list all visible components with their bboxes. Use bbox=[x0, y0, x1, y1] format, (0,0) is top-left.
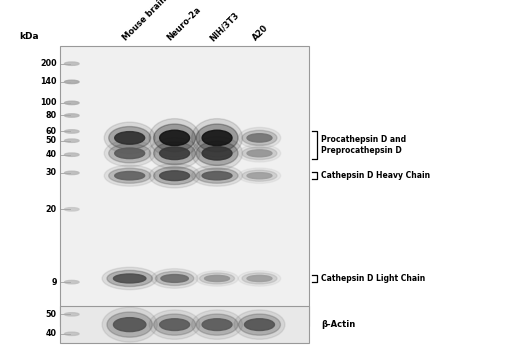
Text: 140: 140 bbox=[40, 77, 57, 86]
Ellipse shape bbox=[153, 314, 196, 335]
Ellipse shape bbox=[196, 271, 238, 286]
Ellipse shape bbox=[149, 163, 200, 188]
Ellipse shape bbox=[196, 168, 238, 183]
Ellipse shape bbox=[160, 319, 190, 330]
Text: 200: 200 bbox=[40, 59, 57, 68]
Ellipse shape bbox=[64, 139, 79, 142]
Ellipse shape bbox=[191, 310, 242, 340]
Ellipse shape bbox=[160, 130, 190, 146]
Ellipse shape bbox=[202, 147, 232, 160]
Ellipse shape bbox=[204, 275, 229, 281]
Text: Cathepsin D Heavy Chain: Cathepsin D Heavy Chain bbox=[321, 171, 430, 180]
Ellipse shape bbox=[64, 80, 79, 84]
Ellipse shape bbox=[151, 269, 198, 288]
Ellipse shape bbox=[196, 141, 238, 166]
Ellipse shape bbox=[102, 307, 157, 342]
Ellipse shape bbox=[247, 134, 272, 142]
Ellipse shape bbox=[64, 332, 79, 335]
Ellipse shape bbox=[104, 165, 155, 186]
Text: 9: 9 bbox=[51, 278, 57, 287]
Ellipse shape bbox=[155, 271, 194, 286]
Ellipse shape bbox=[149, 119, 200, 157]
Text: 50: 50 bbox=[46, 136, 57, 145]
Ellipse shape bbox=[242, 147, 277, 160]
Ellipse shape bbox=[64, 171, 79, 175]
Ellipse shape bbox=[247, 173, 272, 179]
Text: 40: 40 bbox=[46, 329, 57, 338]
Text: 40: 40 bbox=[46, 150, 57, 159]
Ellipse shape bbox=[64, 130, 79, 133]
Ellipse shape bbox=[64, 101, 79, 105]
Ellipse shape bbox=[115, 148, 145, 159]
Ellipse shape bbox=[109, 127, 151, 149]
Text: A20: A20 bbox=[251, 23, 270, 43]
Ellipse shape bbox=[64, 280, 79, 284]
Ellipse shape bbox=[247, 150, 272, 157]
Ellipse shape bbox=[160, 147, 190, 160]
Ellipse shape bbox=[104, 140, 155, 167]
Ellipse shape bbox=[238, 127, 281, 148]
Ellipse shape bbox=[64, 62, 79, 65]
Ellipse shape bbox=[109, 144, 151, 163]
Ellipse shape bbox=[202, 172, 232, 180]
Bar bbox=[60, 306, 309, 343]
Bar bbox=[60, 46, 309, 326]
Ellipse shape bbox=[239, 314, 280, 335]
Ellipse shape bbox=[149, 138, 200, 169]
Text: 20: 20 bbox=[46, 205, 57, 214]
Ellipse shape bbox=[64, 114, 79, 117]
Ellipse shape bbox=[234, 310, 285, 340]
Ellipse shape bbox=[196, 124, 238, 152]
Text: 60: 60 bbox=[46, 127, 57, 136]
Ellipse shape bbox=[109, 168, 151, 183]
Ellipse shape bbox=[191, 165, 242, 186]
Text: Procathepsin D and
Preprocathepsin D: Procathepsin D and Preprocathepsin D bbox=[321, 135, 406, 155]
Ellipse shape bbox=[191, 119, 242, 157]
Text: Neuro-2a: Neuro-2a bbox=[166, 5, 203, 43]
Text: NIH/3T3: NIH/3T3 bbox=[208, 10, 241, 43]
Text: 80: 80 bbox=[46, 111, 57, 120]
Ellipse shape bbox=[149, 310, 200, 340]
Ellipse shape bbox=[202, 130, 232, 146]
Ellipse shape bbox=[107, 271, 152, 287]
Ellipse shape bbox=[202, 319, 232, 330]
Ellipse shape bbox=[238, 168, 281, 183]
Text: β-Actin: β-Actin bbox=[321, 320, 355, 329]
Ellipse shape bbox=[242, 273, 277, 284]
Ellipse shape bbox=[242, 130, 277, 146]
Ellipse shape bbox=[104, 122, 155, 154]
Ellipse shape bbox=[196, 314, 238, 335]
Ellipse shape bbox=[107, 312, 152, 337]
Ellipse shape bbox=[64, 153, 79, 156]
Ellipse shape bbox=[113, 318, 146, 331]
Ellipse shape bbox=[247, 275, 272, 281]
Ellipse shape bbox=[113, 274, 146, 283]
Ellipse shape bbox=[242, 170, 277, 181]
Ellipse shape bbox=[64, 208, 79, 211]
Ellipse shape bbox=[153, 167, 196, 184]
Ellipse shape bbox=[153, 124, 196, 152]
Ellipse shape bbox=[64, 313, 79, 316]
Text: kDa: kDa bbox=[19, 32, 38, 41]
Ellipse shape bbox=[238, 145, 281, 162]
Ellipse shape bbox=[115, 132, 145, 144]
Ellipse shape bbox=[191, 136, 242, 170]
Text: 50: 50 bbox=[46, 310, 57, 319]
Ellipse shape bbox=[115, 172, 145, 180]
Text: 100: 100 bbox=[40, 98, 57, 107]
Ellipse shape bbox=[200, 273, 235, 284]
Ellipse shape bbox=[161, 274, 188, 282]
Ellipse shape bbox=[102, 267, 157, 290]
Text: Cathepsin D Light Chain: Cathepsin D Light Chain bbox=[321, 274, 425, 283]
Ellipse shape bbox=[153, 142, 196, 164]
Text: 30: 30 bbox=[46, 168, 57, 177]
Ellipse shape bbox=[238, 271, 281, 286]
Text: Mouse brain: Mouse brain bbox=[121, 0, 168, 43]
Ellipse shape bbox=[244, 319, 275, 330]
Ellipse shape bbox=[160, 171, 190, 181]
